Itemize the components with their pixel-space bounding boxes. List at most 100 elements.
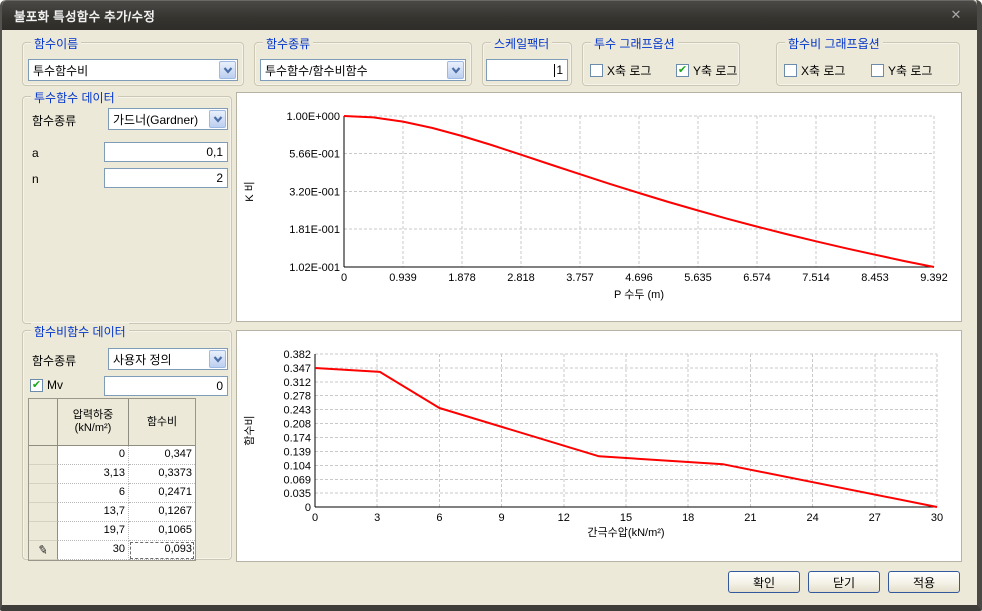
scale-factor-value: 1	[556, 63, 563, 77]
table-cell[interactable]: 30	[58, 541, 129, 560]
table-cell[interactable]: 0	[58, 446, 129, 465]
svg-text:8.453: 8.453	[861, 272, 889, 284]
col-watercontent-header: 함수비	[129, 399, 195, 446]
pencil-edit-icon: ✎	[36, 542, 50, 558]
table-row[interactable]: 6 0,2471	[29, 484, 195, 503]
water-content-chart-panel: 0 3 6 9 12 15 18 21 24 27 30 0.382 0.347 0.312 0.278 0.…	[236, 330, 962, 562]
wc-func-type-label: 함수종류	[32, 354, 77, 368]
table-cell[interactable]: 0,093	[129, 541, 195, 560]
row-header-column	[29, 399, 58, 446]
svg-text:간극수압(kN/m²): 간극수압(kN/m²)	[587, 526, 664, 539]
group-perm-data: 투수함수 데이터	[22, 89, 232, 324]
title-bar[interactable]: 불포화 특성함수 추가/수정 ✕	[2, 0, 977, 30]
table-cell[interactable]: 19,7	[58, 522, 129, 541]
perm-func-type-label: 함수종류	[32, 114, 77, 128]
row-header-cell[interactable]	[29, 522, 58, 541]
table-row[interactable]: 19,7 0,1065	[29, 522, 195, 541]
svg-text:27: 27	[869, 512, 881, 524]
table-row[interactable]: 13,7 0,1267	[29, 503, 195, 522]
svg-text:P 수두 (m): P 수두 (m)	[614, 288, 664, 301]
checkbox-box	[871, 64, 884, 77]
chevron-down-icon[interactable]	[219, 61, 236, 79]
param-n-input[interactable]: 2	[104, 168, 228, 188]
svg-text:0.069: 0.069	[283, 474, 311, 486]
close-button[interactable]: 닫기	[808, 571, 880, 593]
mv-value: 0	[216, 379, 223, 393]
svg-text:0: 0	[312, 512, 318, 524]
table-row[interactable]: 0 0,347	[29, 446, 195, 465]
scale-factor-input[interactable]: 1	[486, 59, 568, 81]
wc-func-type-value: 사용자 정의	[113, 352, 172, 367]
row-header-cell[interactable]	[29, 484, 58, 503]
param-n-label: n	[32, 172, 39, 186]
svg-text:3.757: 3.757	[566, 272, 594, 284]
close-button-label: 닫기	[832, 575, 856, 590]
group-function-name-label: 함수이름	[31, 35, 82, 52]
checkbox-wc-xlog[interactable]: X축 로그	[784, 62, 845, 79]
wc-table: 압력하중 (kN/m²) 함수비 0 0,347 3,13 0,3373 6 0,2471…	[28, 398, 196, 561]
chevron-down-icon[interactable]	[209, 350, 226, 368]
svg-text:18: 18	[682, 512, 694, 524]
permeability-chart: 0 0.939 1.878 2.818 3.757 4.696 5.635 6.574 7.51…	[243, 111, 948, 301]
svg-text:0.939: 0.939	[389, 272, 417, 284]
row-header-cell[interactable]	[29, 465, 58, 484]
group-perm-data-label: 투수함수 데이터	[31, 89, 118, 106]
chevron-down-icon[interactable]	[209, 110, 226, 128]
checkbox-box	[784, 64, 797, 77]
dialog-body: 함수이름 투수함수비 함수종류 투수함수/함수비함수 스케일팩터 1 투수 그래…	[2, 30, 977, 605]
function-name-select[interactable]: 투수함수비	[28, 59, 238, 81]
function-type-value: 투수함수/함수비함수	[265, 63, 368, 78]
apply-button[interactable]: 적용	[888, 571, 960, 593]
checkbox-label: Y축 로그	[888, 64, 933, 78]
function-name-value: 투수함수비	[33, 63, 89, 78]
row-header-cell[interactable]	[29, 503, 58, 522]
checkbox-perm-xlog[interactable]: X축 로그	[590, 62, 651, 79]
svg-text:0.312: 0.312	[283, 377, 311, 389]
table-row[interactable]: ✎ 30 0,093	[29, 541, 195, 560]
mv-input[interactable]: 0	[104, 376, 228, 396]
ok-button[interactable]: 확인	[728, 571, 800, 593]
param-a-value: 0,1	[206, 145, 223, 159]
svg-text:1.00E+000: 1.00E+000	[286, 111, 340, 123]
col-pressure-header: 압력하중 (kN/m²)	[58, 399, 129, 446]
param-a-input[interactable]: 0,1	[104, 142, 228, 162]
table-cell[interactable]: 0,2471	[129, 484, 195, 503]
table-cell[interactable]: 0,3373	[129, 465, 195, 484]
chevron-down-icon[interactable]	[447, 61, 464, 79]
table-row[interactable]: 3,13 0,3373	[29, 465, 195, 484]
table-cell[interactable]: 13,7	[58, 503, 129, 522]
function-type-select[interactable]: 투수함수/함수비함수	[260, 59, 466, 81]
svg-text:7.514: 7.514	[802, 272, 830, 284]
svg-text:2.818: 2.818	[507, 272, 535, 284]
checkbox-perm-ylog[interactable]: ✔ Y축 로그	[676, 62, 737, 79]
table-cell[interactable]: 6	[58, 484, 129, 503]
svg-text:0.278: 0.278	[283, 391, 311, 403]
row-header-cell[interactable]: ✎	[29, 541, 58, 560]
svg-text:함수비: 함수비	[243, 415, 256, 445]
checkbox-label: X축 로그	[801, 64, 846, 78]
svg-text:0: 0	[305, 502, 311, 514]
close-icon[interactable]: ✕	[950, 7, 962, 22]
svg-text:1.81E-001: 1.81E-001	[289, 224, 340, 236]
checkbox-wc-ylog[interactable]: Y축 로그	[871, 62, 932, 79]
perm-func-type-select[interactable]: 가드너(Gardner)	[108, 108, 228, 130]
water-content-chart: 0 3 6 9 12 15 18 21 24 27 30 0.382 0.347 0.312 0.278 0.…	[243, 349, 943, 539]
table-cell[interactable]: 0,1267	[129, 503, 195, 522]
svg-text:3: 3	[374, 512, 380, 524]
text-caret	[554, 63, 556, 77]
group-wc-graph-options: 함수비 그래프옵션	[776, 35, 960, 86]
table-cell[interactable]: 3,13	[58, 465, 129, 484]
svg-text:0.035: 0.035	[283, 488, 311, 500]
svg-text:5.635: 5.635	[684, 272, 712, 284]
svg-text:9: 9	[499, 512, 505, 524]
row-header-cell[interactable]	[29, 446, 58, 465]
group-wc-data-label: 함수비함수 데이터	[31, 323, 129, 340]
table-cell[interactable]: 0,1065	[129, 522, 195, 541]
checkbox-label: Mv	[47, 378, 63, 392]
checkbox-mv[interactable]: ✔ Mv	[30, 378, 63, 392]
dialog-title: 불포화 특성함수 추가/수정	[14, 9, 156, 24]
svg-text:0.243: 0.243	[283, 405, 311, 417]
table-cell[interactable]: 0,347	[129, 446, 195, 465]
wc-func-type-select[interactable]: 사용자 정의	[108, 348, 228, 370]
